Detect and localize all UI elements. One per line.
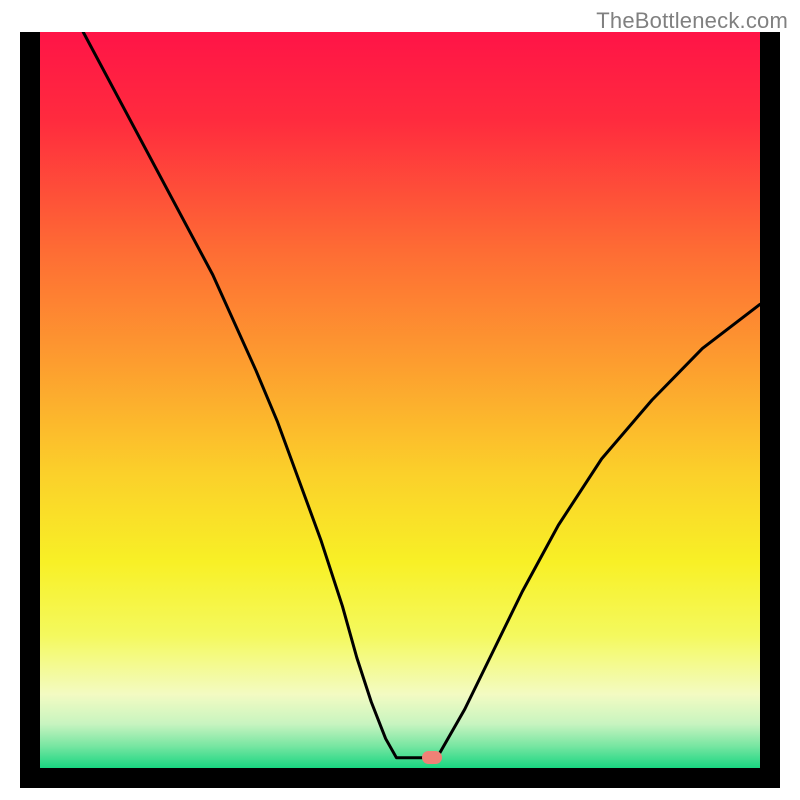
figure: TheBottleneck.com — [0, 0, 800, 800]
plot-area — [20, 32, 780, 788]
optimal-marker — [422, 751, 442, 764]
axis-bottom — [20, 768, 780, 788]
watermark-text: TheBottleneck.com — [596, 8, 788, 34]
axis-left — [20, 32, 40, 788]
bottleneck-curve — [20, 32, 780, 788]
axis-right — [760, 32, 780, 788]
